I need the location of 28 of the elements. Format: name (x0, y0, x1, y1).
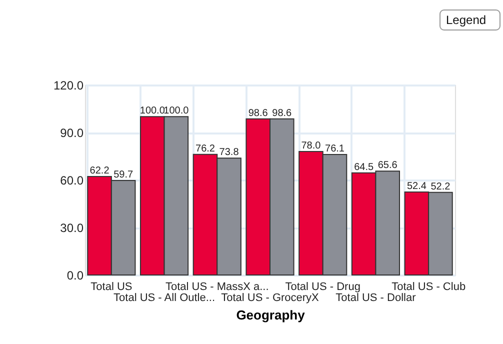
data-label: 73.8 (219, 147, 240, 158)
x-tick-label: Total US (90, 281, 132, 293)
y-tick-label: 0.0 (66, 268, 84, 282)
data-label: 64.5 (354, 162, 374, 173)
data-label: 52.4 (406, 181, 427, 192)
data-label: 78.0 (301, 140, 322, 152)
data-label: 65.6 (378, 160, 398, 172)
y-tick-label: 30.0 (60, 221, 84, 235)
text: Legend (446, 13, 486, 27)
x-tick-label: Total US - MassX a... (165, 281, 269, 293)
data-label: 52.2 (430, 181, 451, 192)
x-tick-label: Total US - Club (392, 281, 466, 293)
x-tick-label: Total US - GroceryX (221, 292, 320, 304)
data-label: 59.7 (114, 169, 134, 180)
data-label: 98.6 (272, 108, 292, 119)
x-axis-title: Geography (236, 308, 306, 322)
x-tick-label: Total US - All Outle... (114, 292, 216, 304)
y-tick-label: 60.0 (60, 174, 84, 188)
data-label: 76.1 (325, 144, 345, 155)
y-tick-label: 90.0 (60, 126, 84, 140)
data-label: 98.6 (248, 108, 268, 119)
data-label: 100.0 (140, 106, 166, 117)
y-tick-label: 120.0 (53, 78, 84, 92)
data-label: 62.2 (90, 166, 110, 177)
x-tick-label: Total US - Drug (285, 281, 360, 293)
data-label: 100.0 (164, 106, 190, 117)
data-label: 76.2 (196, 143, 216, 154)
x-tick-label: Total US - Dollar (336, 292, 416, 304)
